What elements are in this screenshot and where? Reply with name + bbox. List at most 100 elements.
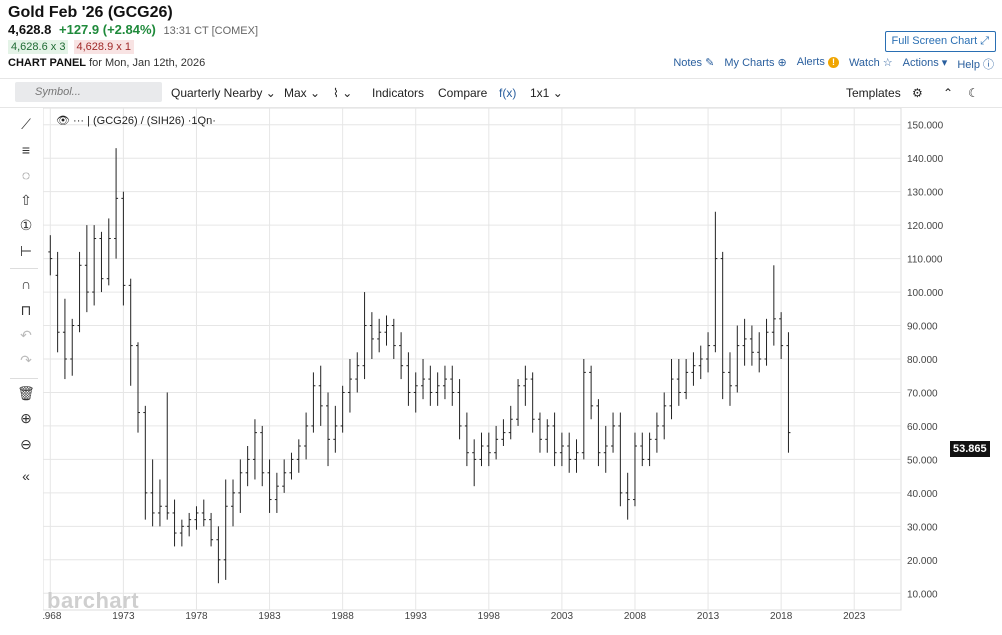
my-charts-link[interactable]: My Charts ⊕ [724,56,786,72]
y-tick-label: 10.000 [907,589,938,600]
ohlc-bar [377,318,382,353]
chart-panel-label: CHART PANEL for Mon, Jan 12th, 2026 [8,57,205,69]
arrow-tool-icon[interactable]: ⇧ [20,192,32,208]
actions-menu[interactable]: Actions ▾ [903,56,948,72]
ohlc-bar [516,379,521,426]
fibonacci-tool-icon[interactable]: ≡ [21,142,31,158]
zoom-out-icon[interactable]: ⊖ [20,436,32,452]
ohlc-bar [187,512,192,537]
dark-mode-icon[interactable]: ☾ [968,86,979,100]
ohlc-bar [282,459,287,493]
ohlc-bar [77,251,82,333]
alerts-link[interactable]: Alerts ! [797,56,839,72]
chevron-down-icon: ⌄ [265,86,276,100]
range-dropdown[interactable]: Max ⌄ [284,86,320,100]
actions-label: Actions [902,57,939,69]
magnet-icon[interactable]: ∩ [20,276,32,292]
ohlc-bar [632,432,637,507]
help-icon: ⓘ [983,59,994,71]
ohlc-bar [143,405,148,520]
ohlc-bar [106,218,111,286]
chart-header: Gold Feb '26 (GCG26) 4,628.8 +127.9 (+2.… [0,0,1002,75]
chart-type-dropdown[interactable]: ⌇ ⌄ [333,86,352,100]
visibility-eye-icon[interactable]: 👁︎ [56,115,70,127]
ohlc-bar [150,459,155,527]
layout-dropdown[interactable]: 1x1 ⌄ [530,86,563,100]
lock-icon[interactable]: ⊓ [20,302,32,318]
undo-icon[interactable]: ↶ [20,327,32,343]
last-price: 4,628.8 [8,22,52,37]
edit-icon: ✎ [705,57,715,69]
ohlc-bar [384,315,389,346]
bid-ask: 4,628.6 x 3 4,628.9 x 1 [8,40,134,54]
ohlc-bar [128,278,133,386]
ohlc-bar [48,235,53,276]
symbol-search-input[interactable] [15,82,162,102]
y-tick-label: 60.000 [907,422,938,433]
ohlc-bar [172,499,177,547]
trash-icon[interactable]: 🗑︎ [17,385,35,401]
ohlc-bar [347,359,352,413]
ohlc-bar [231,479,236,527]
aggregation-dropdown[interactable]: Quarterly Nearby ⌄ [171,86,276,100]
ohlc-bar [179,519,184,547]
ohlc-bar [479,432,484,467]
ohlc-bar [486,432,491,467]
ohlc-bar [92,225,97,306]
compare-button[interactable]: Compare [438,86,488,100]
x-tick-label: 1988 [332,611,355,620]
ohlc-bar [720,251,725,400]
watch-link[interactable]: Watch ☆ [849,56,893,72]
chevron-down-icon: ⌄ [342,86,353,100]
ohlc-bar [209,512,214,547]
y-tick-label: 70.000 [907,388,938,399]
settings-gear-icon[interactable]: ⚙ [912,86,923,100]
ohlc-bar [523,365,528,406]
line-tool-icon[interactable]: ⟋ [21,116,31,132]
function-button[interactable]: f(x) [499,86,517,100]
ohlc-bar [428,365,433,406]
ohlc-bar [311,372,316,433]
y-tick-label: 90.000 [907,322,938,333]
shapes-tool-icon[interactable]: ◌ [21,167,31,183]
y-tick-label: 140.000 [907,154,944,165]
collapse-sidebar-icon[interactable]: « [22,468,30,484]
sidebar-divider [10,378,38,379]
watch-label: Watch [848,57,880,69]
ohlc-bar [574,439,579,473]
chart-legend: 👁︎ ··· | (GCG26) / (SIH26) ·1Qn· [56,114,216,127]
ohlc-bar [589,365,594,420]
ohlc-bar [742,318,747,366]
notes-label: Notes [673,57,703,69]
collapse-up-icon[interactable]: ⌃ [943,86,954,100]
ohlc-bar [442,365,447,400]
price-line: 4,628.8 +127.9 (+2.84%) 13:31 CT [COMEX] [8,22,258,37]
redo-icon[interactable]: ↷ [20,352,32,368]
ohlc-bar [654,412,659,453]
zoom-in-icon[interactable]: ⊕ [20,410,32,426]
price-ratio-chart[interactable]: 10.000 20.000 30.000 40.000 50.000 60.000 70.0… [43,108,947,620]
ohlc-bar [99,231,104,293]
full-screen-button[interactable]: Full Screen Chart ⤢ [884,31,996,52]
ohlc-bar [421,359,426,400]
ohlc-bar [318,365,323,426]
notes-link[interactable]: Notes ✎ [673,56,714,72]
indicators-button[interactable]: Indicators [372,86,425,100]
measure-tool-icon[interactable]: ⊢ [19,243,33,259]
ohlc-bar [413,372,418,413]
x-tick-label: 1998 [478,611,501,620]
ohlc-bar [216,526,221,584]
price-time: 13:31 CT [COMEX] [163,25,259,37]
ohlc-bar [596,399,601,467]
x-tick-label: 2023 [843,611,866,620]
ohlc-bar [749,325,754,366]
more-options-icon[interactable]: ··· [73,115,85,127]
templates-button[interactable]: Templates [846,86,901,100]
ohlc-bar [362,292,367,380]
help-link[interactable]: Help ⓘ [957,56,994,72]
ohlc-bar [779,312,784,359]
aggregation-label: Quarterly Nearby [171,86,263,100]
x-tick-label: 2003 [551,611,574,620]
annotation-tool-icon[interactable]: ① [19,217,33,233]
ohlc-bar [223,479,228,580]
